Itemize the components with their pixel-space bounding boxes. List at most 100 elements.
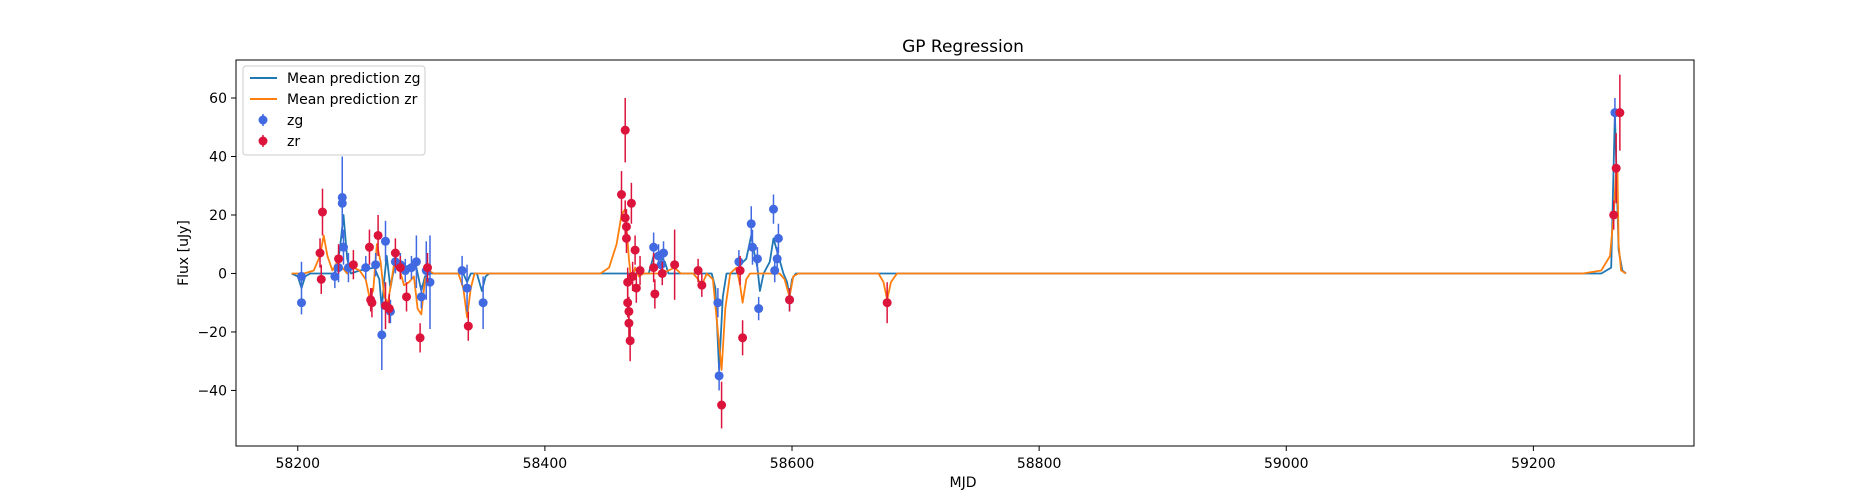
- data-point-zg: [296, 291, 306, 315]
- marker: [752, 254, 762, 264]
- data-point-zr: [649, 253, 659, 283]
- legend-item-zr: zr: [258, 134, 300, 150]
- marker: [620, 213, 630, 223]
- data-point-zg: [337, 174, 347, 233]
- marker: [423, 263, 433, 273]
- plot-area: [291, 74, 1627, 429]
- y-axis: −40 −20 0 20 40 60: [197, 91, 236, 399]
- data-point-zg: [752, 247, 762, 271]
- marker: [649, 242, 659, 252]
- marker: [371, 260, 381, 270]
- marker: [395, 263, 405, 273]
- marker: [631, 283, 641, 293]
- marker: [462, 283, 472, 293]
- marker: [734, 257, 744, 267]
- chart-title: GP Regression: [902, 37, 1024, 57]
- data-point-zg: [772, 247, 782, 271]
- data-point-zr: [735, 255, 745, 286]
- marker: [348, 260, 358, 270]
- marker: [390, 248, 400, 258]
- y-tick-label: 0: [218, 266, 227, 282]
- data-point-zg: [411, 235, 421, 289]
- marker: [478, 298, 488, 308]
- legend-item-mean-prediction-zg: Mean prediction zg: [250, 71, 421, 87]
- marker: [316, 274, 326, 284]
- data-point-zr: [367, 288, 377, 318]
- marker: [377, 330, 387, 340]
- x-tick-label: 58400: [523, 456, 568, 472]
- marker: [697, 280, 707, 290]
- marker: [415, 333, 425, 343]
- marker: [457, 266, 467, 276]
- data-point-zr: [693, 258, 703, 283]
- data-point-zg: [462, 264, 472, 312]
- data-point-zg: [768, 194, 778, 224]
- data-point-zr: [785, 288, 795, 312]
- legend-item-mean-prediction-zr: Mean prediction zr: [250, 92, 418, 108]
- data-point-zr: [402, 282, 412, 312]
- data-point-zg: [416, 285, 426, 309]
- marker: [296, 271, 306, 281]
- legend-label: zr: [287, 134, 300, 150]
- marker: [772, 254, 782, 264]
- marker: [620, 125, 630, 135]
- marker: [754, 304, 764, 314]
- marker: [337, 198, 347, 208]
- marker: [738, 333, 748, 343]
- marker: [626, 198, 636, 208]
- marker: [628, 271, 638, 281]
- marker: [1609, 210, 1619, 220]
- marker: [714, 371, 724, 381]
- marker: [381, 236, 391, 246]
- data-point-zg: [478, 276, 488, 330]
- data-point-zg: [296, 261, 306, 292]
- data-point-zg: [713, 288, 723, 318]
- data-point-zg: [377, 299, 387, 370]
- marker: [621, 233, 631, 243]
- data-point-zg: [371, 253, 381, 277]
- data-point-zr: [697, 273, 707, 297]
- data-point-zr: [390, 238, 400, 268]
- legend-marker-swatch: [258, 115, 268, 125]
- marker: [463, 321, 473, 331]
- marker: [411, 257, 421, 267]
- marker: [746, 219, 756, 229]
- marker: [635, 266, 645, 276]
- legend-label: Mean prediction zg: [287, 71, 421, 87]
- data-point-zg: [746, 206, 756, 242]
- mean-prediction-line-zr: [291, 164, 1627, 371]
- data-point-zr: [364, 229, 374, 265]
- marker: [882, 298, 892, 308]
- data-point-zr: [626, 182, 636, 224]
- marker: [713, 298, 723, 308]
- data-point-zr: [316, 264, 326, 294]
- data-point-zg: [754, 296, 764, 321]
- x-tick-label: 58600: [770, 456, 815, 472]
- y-axis-label: Flux [uJy]: [176, 220, 192, 286]
- data-point-zr: [670, 229, 680, 300]
- legend-label: zg: [287, 113, 303, 129]
- marker: [384, 304, 394, 314]
- x-tick-label: 58800: [1017, 456, 1062, 472]
- data-point-zr: [625, 320, 635, 362]
- data-point-zr: [463, 311, 473, 341]
- marker: [623, 298, 633, 308]
- data-point-zr: [1615, 74, 1625, 151]
- marker: [624, 318, 634, 328]
- marker: [630, 245, 640, 255]
- data-point-zr: [373, 214, 383, 256]
- marker: [657, 268, 667, 278]
- data-point-zr: [620, 98, 630, 163]
- marker: [338, 242, 348, 252]
- data-point-zr: [617, 171, 627, 218]
- legend-frame: [242, 65, 426, 156]
- marker: [416, 292, 426, 302]
- data-point-zr: [631, 273, 641, 303]
- x-axis-label: MJD: [950, 475, 977, 491]
- marker: [330, 271, 340, 281]
- data-point-zr: [621, 223, 631, 253]
- mean-prediction-line-zg: [291, 111, 1627, 371]
- legend: Mean prediction zg Mean prediction zr zg zr: [242, 65, 426, 156]
- data-point-zg: [714, 361, 724, 391]
